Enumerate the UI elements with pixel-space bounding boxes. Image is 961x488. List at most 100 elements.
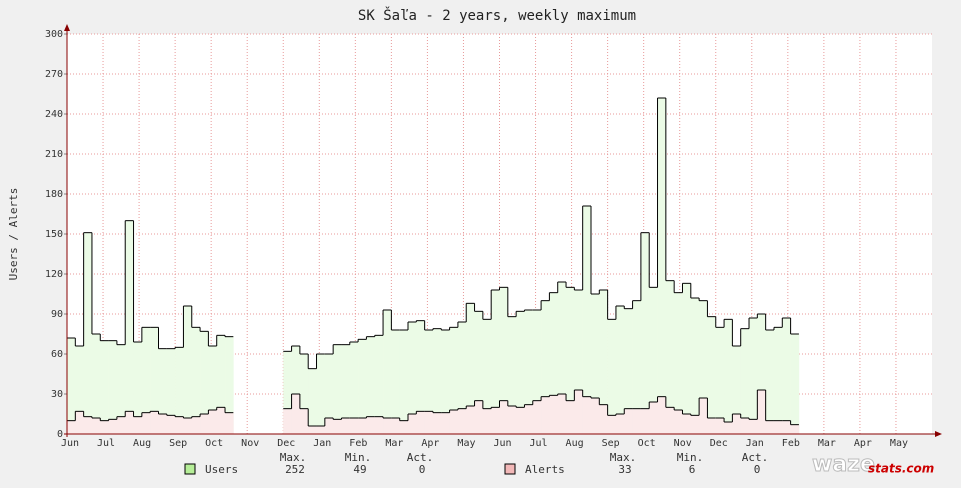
area-step [615, 414, 625, 434]
x-tick-label: Sep [602, 438, 620, 449]
area-step [324, 418, 334, 434]
x-tick-label: Jan [313, 438, 331, 449]
area-step [732, 414, 742, 434]
y-tick-label: 120 [45, 269, 63, 280]
area-step [557, 394, 567, 434]
area-step [183, 418, 193, 434]
x-tick-label: Mar [385, 438, 403, 449]
y-tick-label: 210 [45, 149, 63, 160]
area-step [782, 318, 791, 434]
area-step [441, 412, 450, 434]
area-step [175, 347, 184, 434]
area-step [383, 310, 392, 434]
area-step [790, 334, 800, 434]
area-step [175, 416, 184, 434]
area-step [466, 303, 475, 434]
y-tick-label: 150 [45, 229, 63, 240]
area-step [649, 402, 658, 434]
area-step [191, 416, 201, 434]
area-step [191, 327, 201, 434]
stat-value: 0 [754, 463, 761, 476]
area-step [349, 342, 359, 434]
area-step [399, 420, 409, 434]
area-step [707, 418, 717, 434]
area-step [682, 283, 692, 434]
area-step [740, 418, 750, 434]
area-step [225, 412, 234, 434]
area-step [166, 348, 176, 434]
area-step [773, 327, 783, 434]
area-step [749, 419, 758, 434]
area-step [457, 408, 467, 434]
area-step [408, 414, 417, 434]
area-step [557, 282, 567, 434]
area-step [183, 306, 193, 434]
area-step [158, 414, 168, 434]
stat-header: Act. [742, 451, 769, 464]
area-step [308, 368, 317, 434]
area-step [67, 338, 76, 434]
area-step [333, 344, 342, 434]
area-step [67, 420, 76, 434]
area-step [474, 311, 484, 434]
area-step [690, 298, 700, 434]
area-step [699, 300, 708, 434]
stat-header: Max. [280, 451, 307, 464]
area-step [674, 292, 683, 434]
legend-label: Alerts [525, 463, 565, 476]
area-step [108, 419, 118, 434]
area-step [532, 310, 542, 434]
y-tick-label: 180 [45, 189, 63, 200]
y-tick-label: 60 [51, 349, 63, 360]
area-step [607, 319, 617, 434]
x-tick-label: Oct [205, 438, 223, 449]
area-step [75, 411, 84, 434]
y-tick-label: 30 [51, 389, 63, 400]
stat-header: Min. [677, 451, 704, 464]
area-step [116, 416, 126, 434]
area-step [316, 426, 326, 434]
area-step [674, 410, 683, 434]
y-tick-label: 240 [45, 109, 63, 120]
area-step [632, 408, 642, 434]
area-step [158, 348, 168, 434]
area-step [640, 408, 650, 434]
area-step [283, 408, 292, 434]
x-tick-label: Feb [349, 438, 367, 449]
area-step [432, 412, 442, 434]
stat-value: 49 [353, 463, 366, 476]
x-tick-label: May [890, 438, 908, 449]
area-step [541, 300, 550, 434]
area-step [715, 327, 725, 434]
area-step [732, 346, 742, 434]
area-step [216, 335, 226, 434]
area-step [516, 407, 525, 434]
area-step [640, 232, 650, 434]
area-step [507, 316, 517, 434]
area-step [225, 336, 234, 434]
area-step [782, 420, 791, 434]
area-step [582, 206, 592, 434]
area-step [665, 280, 675, 434]
area-step [358, 339, 367, 434]
area-step [607, 415, 617, 434]
x-tick-label: Jan [746, 438, 764, 449]
area-step [358, 418, 367, 434]
area-step [657, 98, 667, 434]
x-tick-label: Apr [421, 438, 439, 449]
area-step [100, 340, 109, 434]
stat-value: 6 [689, 463, 696, 476]
x-tick-label: Jul [97, 438, 115, 449]
area-step [524, 310, 534, 434]
area-step [399, 330, 409, 434]
area-step [499, 400, 509, 434]
area-step [699, 398, 708, 434]
area-step [374, 416, 384, 434]
area-step [566, 287, 575, 434]
stat-value: 0 [419, 463, 426, 476]
area-step [416, 320, 425, 434]
area-step [574, 390, 583, 434]
y-axis-label: Users / Alerts [7, 188, 20, 281]
area-step [599, 404, 608, 434]
area-step [75, 346, 84, 434]
